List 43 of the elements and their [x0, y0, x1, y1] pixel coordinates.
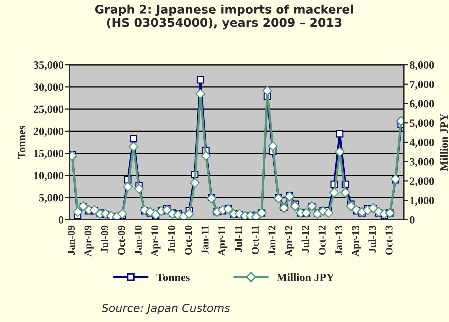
y2-tick-label: 8,000 [410, 62, 434, 71]
y2-tick-label: 0 [410, 216, 415, 224]
y2-tick-label: 3,000 [410, 158, 434, 168]
legend-label: Tonnes [156, 274, 190, 282]
y-axis-title: Tonnes [18, 126, 26, 160]
x-tick-label: Jan-13 [336, 226, 343, 256]
y-tick-label: 5,000 [39, 194, 64, 204]
y-tick-label: 30,000 [34, 84, 64, 93]
y-tick-label: 15,000 [34, 150, 64, 160]
y-tick-label: 20,000 [34, 128, 64, 137]
x-tick-label: Oct-10 [185, 226, 192, 256]
y2-tick-label: 2,000 [410, 178, 434, 187]
x-tick-label: Jan-11 [202, 226, 209, 255]
x-tick-label: Oct-09 [118, 226, 126, 256]
source-note: Source: Japan Customs [102, 304, 230, 314]
x-tick-label: Jul-13 [368, 226, 376, 253]
x-tick-label: Apr-11 [218, 226, 228, 256]
y-tick-label: 0 [58, 216, 64, 224]
x-tick-label: Oct-13 [386, 226, 393, 256]
y-tick-label: 10,000 [34, 172, 64, 182]
x-tick-label: Apr-10 [152, 226, 161, 257]
x-tick-label: Jul-11 [234, 226, 242, 252]
y2-tick-label: 5,000 [410, 120, 434, 129]
x-tick-label: Apr-13 [352, 226, 362, 257]
x-tick-label: Jul-12 [302, 226, 310, 253]
x-tick-label: Jul-10 [168, 226, 176, 253]
x-tick-label: Oct-12 [318, 226, 326, 256]
y2-tick-label: 7,000 [410, 80, 434, 90]
x-tick-label: Jul-09 [101, 226, 108, 253]
y-tick-label: 25,000 [34, 106, 64, 115]
chart-title: Graph 2: Japanese imports of mackerel (HS 030354000), years 2009 – 2013 [95, 4, 354, 30]
x-tick-label: Jan-12 [268, 226, 276, 256]
x-tick-label: Oct-11 [252, 226, 259, 254]
y2-axis-title: Million JPY [440, 114, 448, 172]
y2-tick-label: 1,000 [410, 197, 434, 206]
y2-tick-label: 6,000 [410, 100, 434, 110]
x-tick-label: Jan-10 [134, 226, 142, 256]
x-tick-label: Apr-09 [84, 226, 94, 257]
legend-label: Million JPY [277, 274, 334, 282]
y2-tick-label: 4,000 [410, 138, 434, 148]
x-tick-label: Jan-09 [68, 226, 75, 256]
x-tick-label: Apr-12 [285, 226, 295, 257]
y-tick-label: 35,000 [34, 62, 64, 71]
